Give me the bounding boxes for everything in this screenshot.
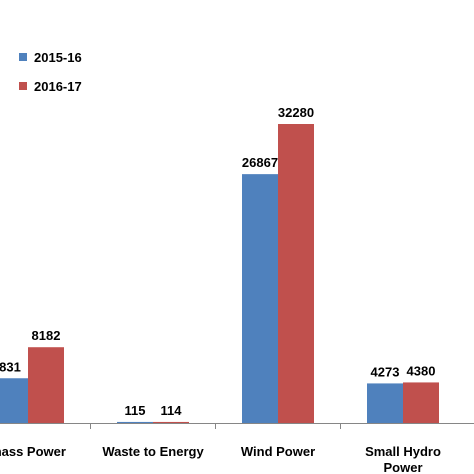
legend-label-2016-17: 2016-17 (34, 79, 82, 94)
bar-wind-2016-17 (278, 124, 314, 423)
bar-biomass-2016-17 (28, 347, 64, 423)
legend-swatch-2015-16 (19, 53, 27, 61)
value-label-wind-2016-17: 32280 (278, 105, 314, 120)
legend: 2015-16 2016-17 (19, 50, 82, 94)
bar-wind-2015-16 (242, 174, 278, 423)
value-label-small-hydro-2016-17: 4380 (407, 363, 436, 378)
legend-swatch-2016-17 (19, 82, 27, 90)
category-label-waste: Waste to Energy (102, 444, 204, 459)
bar-biomass-2015-16 (0, 378, 28, 423)
value-label-waste-2015-16: 115 (125, 403, 146, 418)
bar-small-hydro-2015-16 (367, 383, 403, 423)
value-label-waste-2016-17: 114 (161, 403, 183, 418)
bar-waste-2016-17 (153, 421, 189, 423)
value-label-biomass-2015-16: 831 (0, 359, 21, 374)
category-label-small-hydro: Small Hydro (365, 444, 441, 459)
bar-waste-2015-16 (117, 421, 153, 423)
category-label-wind: Wind Power (241, 444, 315, 459)
value-label-small-hydro-2015-16: 4273 (371, 364, 400, 379)
category-label-small-hydro: Power (383, 460, 422, 474)
legend-label-2015-16: 2015-16 (34, 50, 82, 65)
x-axis-ticks (90, 423, 341, 429)
bars (0, 124, 439, 423)
value-label-wind-2015-16: 26867 (242, 155, 278, 170)
value-label-biomass-2016-17: 8182 (32, 328, 61, 343)
category-label-biomass: mass Power (0, 444, 66, 459)
value-labels: 831 8182 115 114 26867 32280 4273 4380 (0, 105, 435, 418)
category-labels: mass Power Waste to Energy Wind Power Small… (0, 444, 441, 474)
bar-small-hydro-2016-17 (403, 382, 439, 423)
